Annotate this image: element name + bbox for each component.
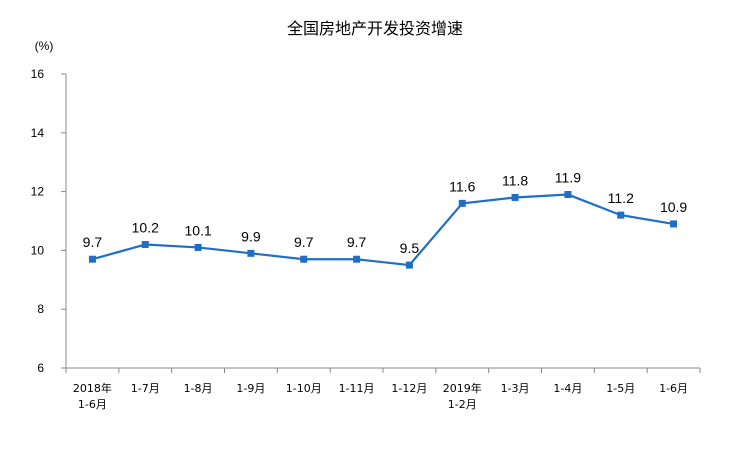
y-tick-label: 8 bbox=[37, 302, 44, 316]
data-label: 9.9 bbox=[241, 228, 261, 244]
data-label: 10.1 bbox=[184, 222, 211, 238]
data-label: 9.5 bbox=[400, 240, 420, 256]
data-labels: 9.7 10.2 10.1 9.9 9.7 9.7 9.5 11.6 11.8 11.9 11.2 1… bbox=[83, 170, 688, 257]
y-axis-ticks: 6 8 10 12 14 16 bbox=[31, 67, 66, 375]
x-tick-label: 1-11月 bbox=[339, 382, 375, 395]
x-tick-label: 1-8月 bbox=[184, 382, 213, 395]
y-axis-unit: (%) bbox=[35, 39, 54, 53]
data-label: 11.2 bbox=[608, 190, 634, 206]
data-point bbox=[194, 243, 202, 251]
data-label: 11.6 bbox=[449, 178, 475, 194]
x-tick-label: 1-4月 bbox=[553, 382, 582, 395]
data-point bbox=[353, 255, 361, 263]
series-polyline bbox=[92, 193, 674, 267]
data-point bbox=[88, 255, 96, 263]
data-label: 10.9 bbox=[660, 199, 687, 215]
x-tick-label: 1-6月 bbox=[659, 382, 688, 395]
data-label: 9.7 bbox=[347, 234, 367, 250]
y-tick-label: 10 bbox=[31, 243, 45, 257]
data-point bbox=[405, 261, 413, 269]
x-tick-label: 2019年 1-2月 bbox=[443, 381, 482, 411]
x-tick-label: 1-5月 bbox=[606, 382, 635, 395]
data-label: 10.2 bbox=[132, 220, 159, 236]
data-point bbox=[564, 191, 572, 199]
data-point bbox=[141, 241, 149, 249]
data-label: 11.8 bbox=[502, 172, 528, 188]
y-tick-label: 14 bbox=[31, 126, 45, 140]
data-point bbox=[458, 199, 466, 207]
x-tick-label: 1-9月 bbox=[236, 382, 265, 395]
data-label: 9.7 bbox=[83, 234, 103, 250]
y-tick-label: 6 bbox=[37, 361, 44, 375]
data-point bbox=[617, 211, 625, 219]
series-line bbox=[88, 191, 678, 269]
x-tick-label: 1-12月 bbox=[391, 382, 427, 395]
axes bbox=[65, 74, 700, 369]
data-point bbox=[300, 255, 308, 263]
x-tick-label: 1-7月 bbox=[131, 382, 160, 395]
y-tick-label: 16 bbox=[31, 67, 45, 81]
x-tick-label: 1-3月 bbox=[501, 382, 530, 395]
x-tick-label: 2018年 1-6月 bbox=[73, 381, 112, 411]
data-label: 9.7 bbox=[294, 234, 314, 250]
x-axis-ticks: 2018年 1-6月 1-7月 1-8月 1-9月 1-10月 1-11月 1-12月 2019… bbox=[65, 368, 701, 411]
data-label: 11.9 bbox=[555, 170, 581, 186]
chart-title: 全国房地产开发投资增速 bbox=[287, 19, 463, 38]
data-point bbox=[511, 193, 519, 201]
x-tick-label: 1-10月 bbox=[286, 382, 322, 395]
data-point bbox=[247, 249, 255, 257]
y-tick-label: 12 bbox=[31, 185, 45, 199]
data-point bbox=[670, 220, 678, 228]
